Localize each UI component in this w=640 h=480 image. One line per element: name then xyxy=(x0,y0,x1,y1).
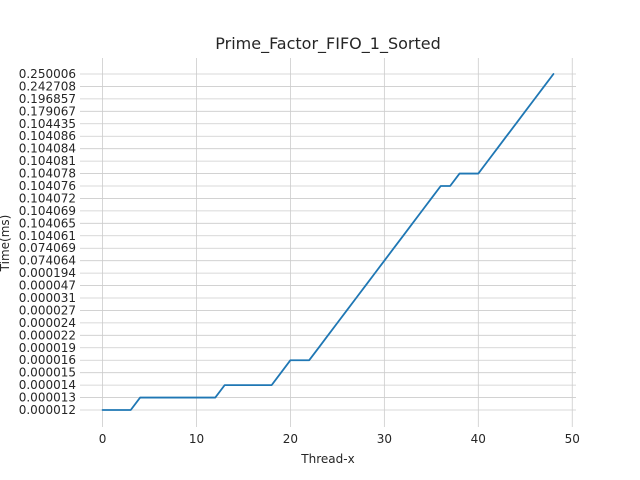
y-tick-label: 0.242708 xyxy=(19,79,76,93)
y-tick-label: 0.179067 xyxy=(19,104,76,118)
y-tick-label: 0.000024 xyxy=(19,316,76,330)
x-tick-label: 40 xyxy=(471,432,486,446)
y-tick-label: 0.000015 xyxy=(19,366,76,380)
y-tick-label: 0.104061 xyxy=(19,229,76,243)
y-tick-label: 0.104069 xyxy=(19,204,76,218)
y-tick-label: 0.104435 xyxy=(19,117,76,131)
y-axis-label: Time(ms) xyxy=(0,215,12,273)
series-line xyxy=(101,73,555,411)
chart-title: Prime_Factor_FIFO_1_Sorted xyxy=(215,34,441,54)
y-tick-label: 0.000012 xyxy=(19,403,76,417)
tick-labels: 0 10 20 30 40 500.0000120.0000130.0000140.000… xyxy=(19,67,580,446)
y-tick-label: 0.104086 xyxy=(19,129,76,143)
y-tick-label: 0.196857 xyxy=(19,92,76,106)
y-tick-label: 0.000027 xyxy=(19,303,76,317)
data-series xyxy=(101,73,555,411)
y-tick-label: 0.104084 xyxy=(19,142,76,156)
y-tick-label: 0.104081 xyxy=(19,154,76,168)
y-tick-label: 0.000016 xyxy=(19,353,76,367)
y-tick-label: 0.104065 xyxy=(19,216,76,230)
y-tick-label: 0.000022 xyxy=(19,328,76,342)
x-tick-label: 50 xyxy=(565,432,580,446)
x-tick-label: 10 xyxy=(189,432,204,446)
y-tick-label: 0.000031 xyxy=(19,291,76,305)
x-tick-label: 20 xyxy=(283,432,298,446)
y-tick-label: 0.000194 xyxy=(19,266,76,280)
x-tick-label: 30 xyxy=(377,432,392,446)
y-tick-label: 0.104076 xyxy=(19,179,76,193)
y-tick-label: 0.104078 xyxy=(19,167,76,181)
y-tick-label: 0.000047 xyxy=(19,279,76,293)
plot-background xyxy=(80,58,576,427)
y-tick-label: 0.250006 xyxy=(19,67,76,81)
y-tick-label: 0.074064 xyxy=(19,254,76,268)
y-tick-label: 0.000019 xyxy=(19,341,76,355)
x-tick-label: 0 xyxy=(99,432,107,446)
y-tick-label: 0.074069 xyxy=(19,241,76,255)
y-tick-label: 0.000014 xyxy=(19,378,76,392)
y-tick-label: 0.000013 xyxy=(19,391,76,405)
x-axis-label: Thread-x xyxy=(300,452,354,466)
y-tick-label: 0.104072 xyxy=(19,191,76,205)
